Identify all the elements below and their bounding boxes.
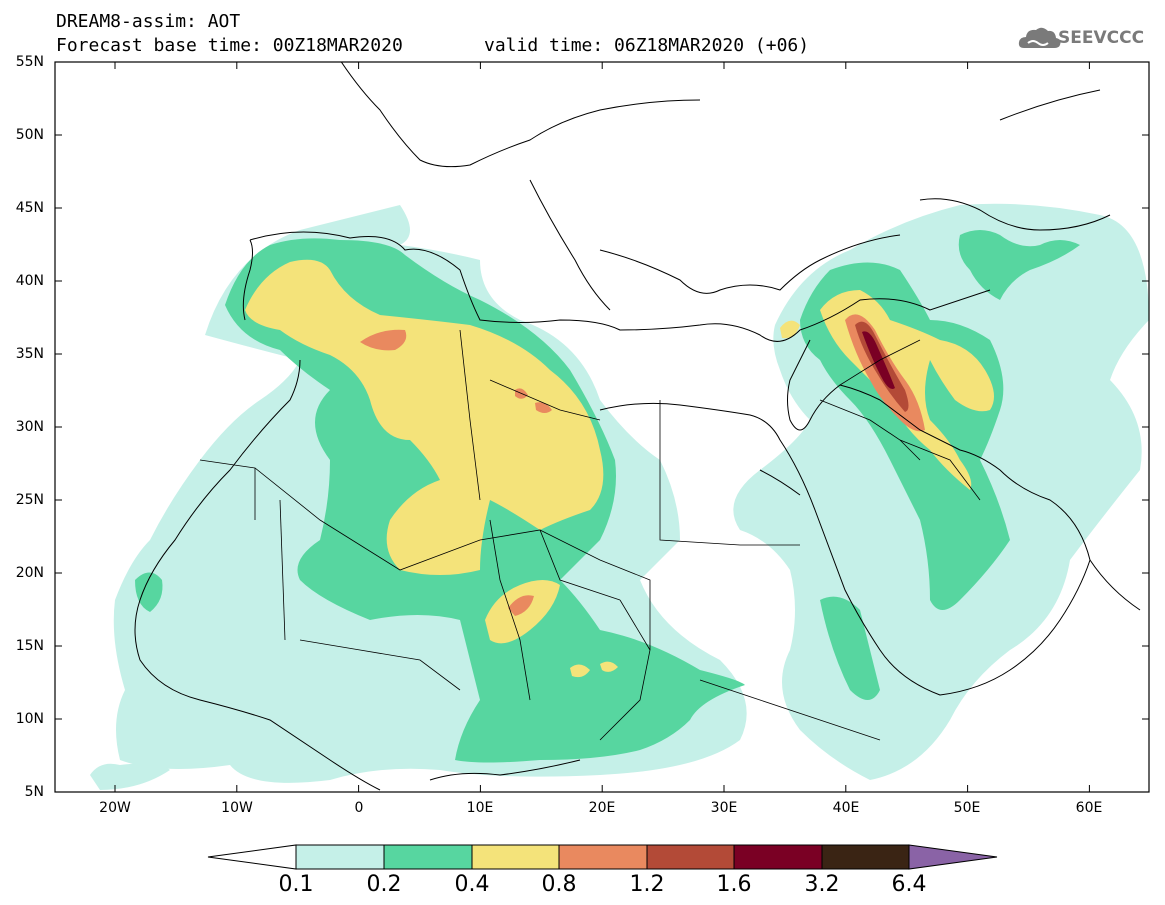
coastlines bbox=[134, 62, 1141, 791]
colorbar-label: 6.4 bbox=[891, 872, 927, 897]
lat-label: 55N bbox=[15, 54, 44, 70]
valid-time: valid time: 06Z18MAR2020 (+06) bbox=[484, 35, 810, 56]
colorbar-box-1 bbox=[295, 844, 385, 870]
lat-label: 50N bbox=[15, 127, 44, 143]
lat-label: 10N bbox=[15, 711, 44, 727]
colorbar-label: 0.4 bbox=[454, 872, 490, 897]
country-borders bbox=[199, 329, 981, 741]
colorbar-box-2 bbox=[383, 844, 473, 870]
lon-label: 30E bbox=[710, 800, 738, 816]
lat-label: 40N bbox=[15, 273, 44, 289]
lon-label: 10W bbox=[221, 800, 253, 816]
lon-label: 20E bbox=[588, 800, 616, 816]
lon-label: 60E bbox=[1075, 800, 1103, 816]
colorbar bbox=[207, 844, 998, 870]
lat-label: 5N bbox=[24, 784, 44, 800]
lon-label: 10E bbox=[466, 800, 494, 816]
lat-label: 25N bbox=[15, 492, 44, 508]
colorbar-label: 0.1 bbox=[278, 872, 314, 897]
aot-level-1.6 bbox=[862, 331, 895, 389]
lon-label: 20W bbox=[99, 800, 131, 816]
seevccc-logo: SEEVCCC bbox=[1058, 28, 1145, 48]
colorbar-box-5 bbox=[646, 844, 735, 870]
map-title: DREAM8-assim: AOT bbox=[56, 11, 241, 32]
colorbar-box-3 bbox=[471, 844, 560, 870]
aot-shading bbox=[90, 203, 1149, 790]
colorbar-label: 1.6 bbox=[716, 872, 752, 897]
colorbar-label: 1.2 bbox=[629, 872, 665, 897]
lat-label: 45N bbox=[15, 200, 44, 216]
cloud-icon bbox=[1018, 27, 1061, 48]
lon-label: 0 bbox=[354, 800, 364, 816]
lat-label: 15N bbox=[15, 638, 44, 654]
forecast-base-time: Forecast base time: 00Z18MAR2020 bbox=[56, 35, 403, 56]
colorbar-box-4 bbox=[558, 844, 648, 870]
colorbar-box-6 bbox=[733, 844, 823, 870]
colorbar-above-triangle bbox=[908, 844, 998, 870]
axis-ticks bbox=[55, 61, 1149, 793]
colorbar-box-7 bbox=[821, 844, 910, 870]
lat-label: 30N bbox=[15, 419, 44, 435]
colorbar-label: 3.2 bbox=[804, 872, 840, 897]
colorbar-label: 0.8 bbox=[541, 872, 577, 897]
lat-label: 20N bbox=[15, 565, 44, 581]
colorbar-below-triangle bbox=[207, 844, 297, 870]
colorbar-label: 0.2 bbox=[366, 872, 402, 897]
lon-label: 50E bbox=[953, 800, 981, 816]
lon-label: 40E bbox=[832, 800, 860, 816]
lat-label: 35N bbox=[15, 346, 44, 362]
